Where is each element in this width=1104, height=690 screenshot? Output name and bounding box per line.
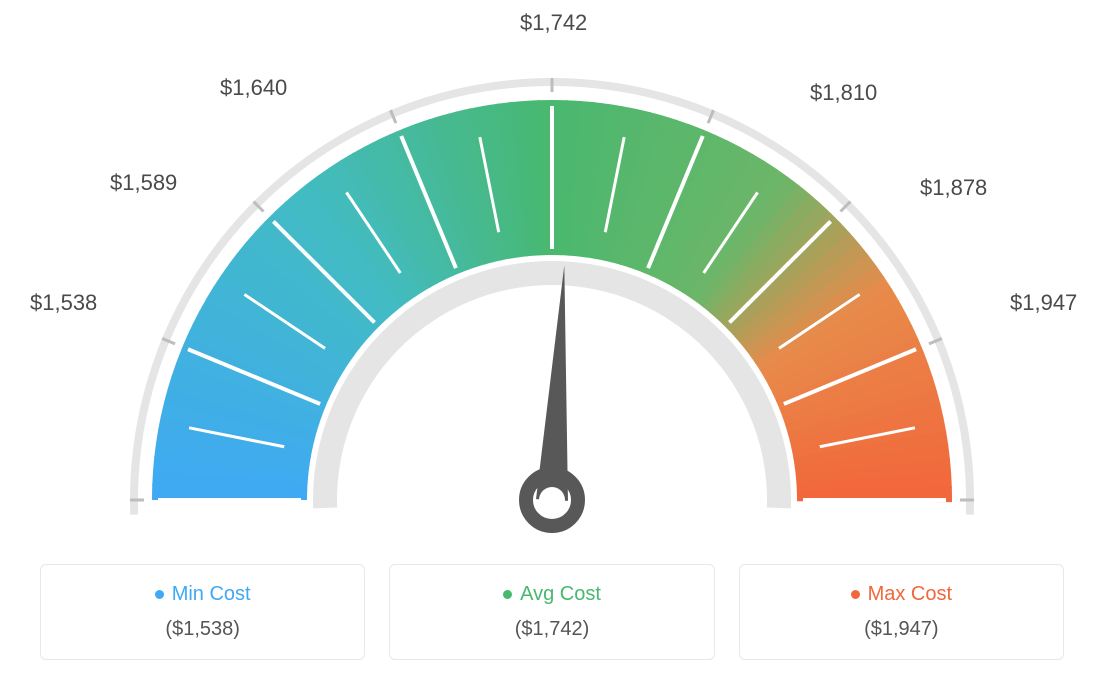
legend-avg: Avg Cost ($1,742) bbox=[389, 564, 714, 660]
scale-label-5: $1,878 bbox=[920, 175, 987, 201]
legend-min-title: Min Cost bbox=[51, 583, 354, 606]
legend-avg-title: Avg Cost bbox=[400, 583, 703, 606]
bullet-max bbox=[851, 590, 860, 599]
bullet-min bbox=[155, 590, 164, 599]
gauge-chart-container: { "gauge": { "type": "gauge", "min_value… bbox=[0, 0, 1104, 690]
scale-label-3: $1,742 bbox=[520, 10, 587, 36]
bullet-avg bbox=[503, 590, 512, 599]
scale-label-0: $1,538 bbox=[30, 290, 97, 316]
legend-max-label: Max Cost bbox=[868, 583, 952, 605]
scale-label-1: $1,589 bbox=[110, 170, 177, 196]
legend-min: Min Cost ($1,538) bbox=[40, 564, 365, 660]
legend-min-label: Min Cost bbox=[172, 583, 251, 605]
gauge-area: $1,538 $1,589 $1,640 $1,742 $1,810 $1,87… bbox=[0, 0, 1104, 550]
legend-avg-value: ($1,742) bbox=[400, 618, 703, 641]
legend-avg-label: Avg Cost bbox=[520, 583, 601, 605]
gauge-svg bbox=[112, 40, 992, 550]
scale-label-6: $1,947 bbox=[1010, 290, 1077, 316]
legend-min-value: ($1,538) bbox=[51, 618, 354, 641]
scale-label-2: $1,640 bbox=[220, 75, 287, 101]
legend-max: Max Cost ($1,947) bbox=[739, 564, 1064, 660]
legend-row: Min Cost ($1,538) Avg Cost ($1,742) Max … bbox=[40, 564, 1064, 660]
legend-max-title: Max Cost bbox=[750, 583, 1053, 606]
scale-label-4: $1,810 bbox=[810, 80, 877, 106]
legend-max-value: ($1,947) bbox=[750, 618, 1053, 641]
